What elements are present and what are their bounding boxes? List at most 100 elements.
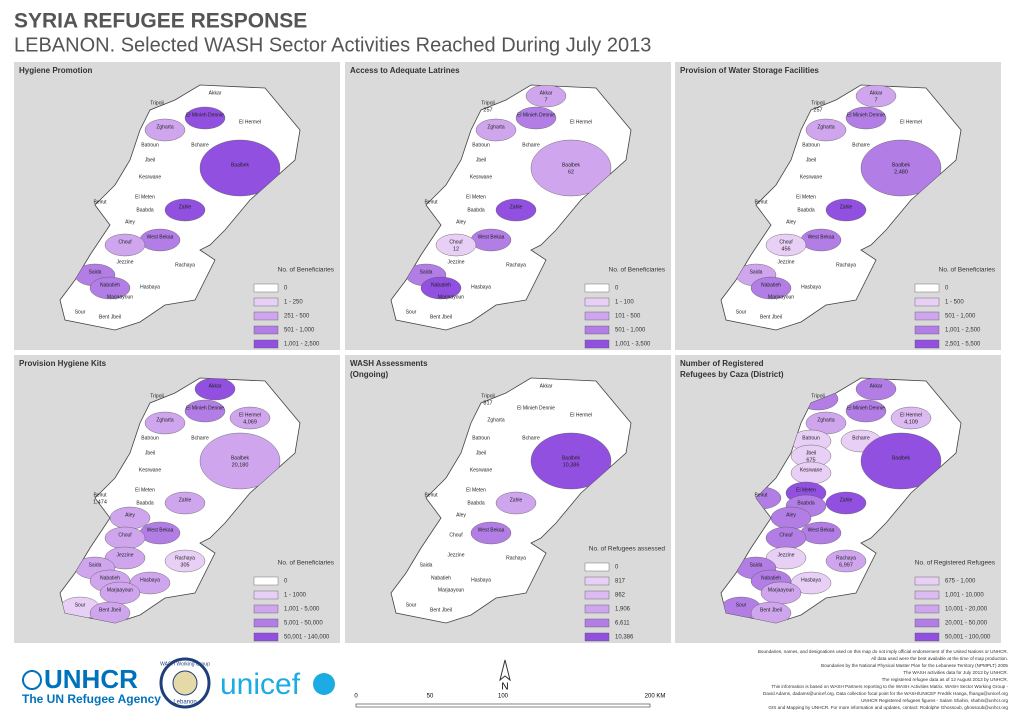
- footer-note: The WASH activities data for July 2013 b…: [903, 670, 1008, 675]
- legend-swatch: [914, 297, 940, 307]
- district-value: 257: [483, 107, 492, 113]
- district-name: Bent Jbeil: [430, 314, 452, 320]
- district-name: Zgharta: [156, 124, 173, 130]
- district-fill: [530, 432, 612, 490]
- district-name: Hasbaya: [140, 284, 160, 290]
- district-name: Zahle: [510, 497, 523, 503]
- district-name: Baalbek: [892, 162, 911, 168]
- district-name: Tripoli: [481, 393, 494, 399]
- map-panel: WASH Assessments(Ongoing)AkkarTripoli817…: [345, 355, 671, 643]
- district-name: Zahle: [840, 204, 853, 210]
- district-name: El Minieh Dennie: [847, 112, 885, 118]
- district-name: West Bekaa: [478, 234, 505, 240]
- district-name: Zahle: [179, 497, 192, 503]
- legend-label: 20,001 - 50,000: [945, 621, 988, 627]
- legend-swatch: [253, 311, 279, 321]
- district-fill: [860, 432, 942, 490]
- district-value: 6,997: [839, 562, 853, 568]
- district-name: Baalbek: [892, 455, 911, 461]
- scale-label: 100: [498, 694, 509, 700]
- district-name: El Minieh Dennie: [517, 112, 555, 118]
- district-name: Baabda: [467, 207, 484, 213]
- district-name: Beirut: [754, 492, 768, 498]
- district-name: Batroun: [802, 142, 820, 148]
- district-name: Nabatieh: [431, 282, 451, 288]
- legend-swatch: [584, 590, 610, 600]
- district-name: Sour: [75, 309, 86, 315]
- district-value: 257: [813, 107, 822, 113]
- legend-swatch: [253, 604, 279, 614]
- district-name: El Minieh Dennie: [847, 405, 885, 411]
- footer-note: UNHCR Registered refugees figures - Sala…: [861, 698, 1008, 703]
- legend-swatch: [914, 311, 940, 321]
- district-fill: [530, 139, 612, 197]
- legend-swatch: [914, 283, 940, 293]
- scale-label: 0: [354, 694, 358, 700]
- district-name: Rachaya: [836, 262, 856, 268]
- logo-text: Lebanon: [173, 700, 196, 706]
- district-name: Baabda: [797, 500, 814, 506]
- district-name: Rachaya: [175, 262, 195, 268]
- district-name: Bent Jbeil: [99, 607, 121, 613]
- legend-label: 0: [945, 286, 949, 292]
- district-fill: [435, 233, 477, 257]
- legend-label: 0: [284, 286, 288, 292]
- district-name: Chouf: [779, 532, 793, 538]
- legend-label: 101 - 500: [615, 314, 641, 320]
- district-name: Rachaya: [506, 262, 526, 268]
- district-fill: [805, 118, 847, 142]
- legend-label: 50,001 - 140,000: [284, 635, 330, 641]
- legend-label: 10,001 - 20,000: [945, 607, 988, 613]
- legend-label: 1 - 100: [615, 300, 634, 306]
- district-name: Batroun: [472, 142, 490, 148]
- district-name: Kesrwane: [470, 174, 492, 180]
- district-name: Bcharre: [522, 435, 540, 441]
- district-name: Baalbek: [562, 455, 581, 461]
- panel-title: Hygiene Promotion: [19, 66, 92, 75]
- district-name: Baabda: [467, 500, 484, 506]
- legend-swatch: [253, 283, 279, 293]
- legend-swatch: [914, 325, 940, 335]
- district-name: West Bekaa: [147, 527, 174, 533]
- district-value: 4,109: [904, 419, 918, 425]
- district-value: 305: [180, 562, 189, 568]
- district-name: Saida: [420, 269, 433, 275]
- district-name: Jbeil: [476, 450, 486, 456]
- legend-label: 501 - 1,000: [615, 328, 646, 334]
- district-fill: [199, 432, 281, 490]
- district-name: Marjaayoun: [768, 587, 794, 593]
- districts: [74, 106, 281, 300]
- legend-swatch: [584, 618, 610, 628]
- district-fill: [515, 106, 557, 130]
- district-name: Aley: [786, 219, 796, 225]
- district-fill: [890, 406, 932, 430]
- district-value: 62: [568, 169, 574, 175]
- district-name: Saida: [89, 269, 102, 275]
- district-name: Saida: [420, 562, 433, 568]
- district-name: Akkar: [209, 383, 222, 389]
- district-name: Kesrwane: [800, 467, 822, 473]
- panel-title: Access to Adequate Latrines: [350, 66, 460, 75]
- district-name: Rachaya: [175, 555, 195, 561]
- district-fill: [845, 106, 887, 130]
- district-name: Sour: [736, 602, 747, 608]
- district-fill: [184, 106, 226, 130]
- district-name: Baabda: [797, 207, 814, 213]
- legend-label: 1,001 - 5,000: [284, 607, 320, 613]
- district-name: West Bekaa: [147, 234, 174, 240]
- district-name: Akkar: [870, 383, 883, 389]
- district-name: Aley: [456, 219, 466, 225]
- footer-note: David Adams, dadams@unicef.org. Data col…: [763, 691, 1009, 696]
- unicef-emblem: [313, 673, 335, 695]
- district-fill: [89, 601, 131, 623]
- footer-note: All data used were the best available at…: [871, 656, 1008, 661]
- district-name: Beirut: [424, 199, 438, 205]
- district-name: Tripoli: [481, 100, 494, 106]
- district-name: Marjaayoun: [438, 294, 464, 300]
- legend-swatch: [253, 632, 279, 642]
- legend-label: 251 - 500: [284, 314, 310, 320]
- district-name: Jezzine: [448, 552, 465, 558]
- footer-note: The registered refugee data as of 12 Aug…: [882, 677, 1008, 682]
- district-name: Marjaayoun: [107, 587, 133, 593]
- district-name: Marjaayoun: [438, 587, 464, 593]
